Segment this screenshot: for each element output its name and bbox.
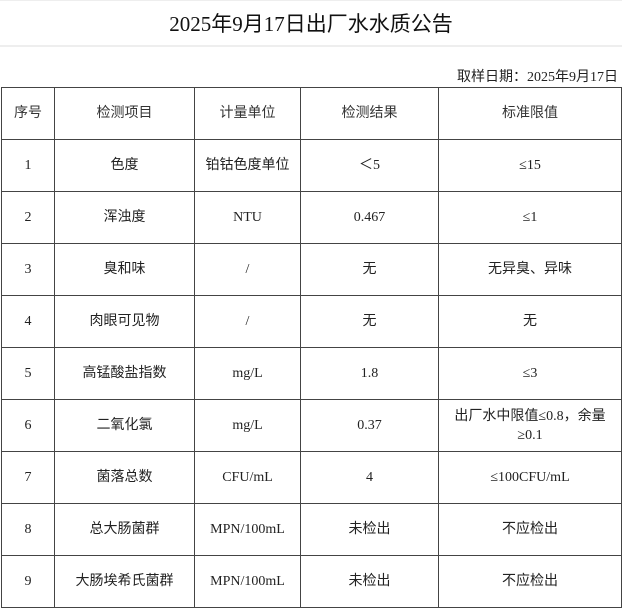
- standard-limit-cell: 无: [438, 295, 622, 348]
- test-item-cell: 臭和味: [54, 243, 195, 296]
- unit-cell: NTU: [194, 191, 301, 244]
- standard-limit-cell: ≤3: [438, 347, 622, 400]
- row-number-cell: 2: [1, 191, 55, 244]
- row-number-cell: 6: [1, 399, 55, 452]
- column-header: 检测项目: [54, 87, 195, 140]
- table-row: 8 总大肠菌群 MPN/100mL 未检出 不应检出: [1, 503, 622, 556]
- row-number-cell: 5: [1, 347, 55, 400]
- test-item-cell: 色度: [54, 139, 195, 192]
- column-header: 计量单位: [194, 87, 301, 140]
- table-row: 6 二氧化氯 mg/L 0.37 出厂水中限值≤0.8，余量≥0.1: [1, 399, 622, 452]
- table-row: 4 肉眼可见物 / 无无: [1, 295, 622, 348]
- column-header: 标准限值: [438, 87, 622, 140]
- test-item-cell: 菌落总数: [54, 451, 195, 504]
- result-cell: ＜5: [300, 139, 439, 192]
- result-cell: 无: [300, 243, 439, 296]
- standard-limit-cell: 不应检出: [438, 503, 622, 556]
- standard-limit-cell: 不应检出: [438, 555, 622, 608]
- page-title: 2025年9月17日出厂水水质公告: [0, 0, 622, 47]
- standard-limit-cell: 无异臭、异味: [438, 243, 622, 296]
- column-header: 检测结果: [300, 87, 439, 140]
- row-number-cell: 4: [1, 295, 55, 348]
- result-cell: 未检出: [300, 503, 439, 556]
- table-row: 9 大肠埃希氏菌群 MPN/100mL 未检出 不应检出: [1, 555, 622, 608]
- unit-cell: 铂钴色度单位: [194, 139, 301, 192]
- water-quality-table: 序号 检测项目 计量单位 检测结果 标准限值 1 色度 铂钴色度单位 ＜5 ≤15 2 浑浊…: [1, 87, 622, 608]
- result-cell: 未检出: [300, 555, 439, 608]
- standard-limit-cell: ≤15: [438, 139, 622, 192]
- title-text: 2025年9月17日出厂水水质公告: [169, 12, 453, 36]
- result-cell: 无: [300, 295, 439, 348]
- result-cell: 0.467: [300, 191, 439, 244]
- row-number-cell: 9: [1, 555, 55, 608]
- standard-limit-cell: ≤100CFU/mL: [438, 451, 622, 504]
- sample-date: 取样日期：2025年9月17日: [457, 70, 618, 85]
- test-item-cell: 大肠埃希氏菌群: [54, 555, 195, 608]
- unit-cell: /: [194, 295, 301, 348]
- result-cell: 1.8: [300, 347, 439, 400]
- test-item-cell: 浑浊度: [54, 191, 195, 244]
- test-item-cell: 肉眼可见物: [54, 295, 195, 348]
- row-number-cell: 1: [1, 139, 55, 192]
- test-item-cell: 二氧化氯: [54, 399, 195, 452]
- result-cell: 4: [300, 451, 439, 504]
- table-row: 7 菌落总数 CFU/mL 4 ≤100CFU/mL: [1, 451, 622, 504]
- standard-limit-cell: ≤1: [438, 191, 622, 244]
- row-number-cell: 3: [1, 243, 55, 296]
- table-header-row: 序号 检测项目 计量单位 检测结果 标准限值: [1, 87, 622, 140]
- table-row: 2 浑浊度 NTU 0.467 ≤1: [1, 191, 622, 244]
- unit-cell: CFU/mL: [194, 451, 301, 504]
- unit-cell: /: [194, 243, 301, 296]
- row-number-cell: 7: [1, 451, 55, 504]
- table-row: 3 臭和味 / 无无异臭、异味: [1, 243, 622, 296]
- row-number-cell: 8: [1, 503, 55, 556]
- test-item-cell: 总大肠菌群: [54, 503, 195, 556]
- column-header: 序号: [1, 87, 55, 140]
- table-row: 1 色度 铂钴色度单位 ＜5 ≤15: [1, 139, 622, 192]
- table-row: 5 高锰酸盐指数 mg/L 1.8 ≤3: [1, 347, 622, 400]
- result-cell: 0.37: [300, 399, 439, 452]
- unit-cell: mg/L: [194, 399, 301, 452]
- unit-cell: MPN/100mL: [194, 503, 301, 556]
- standard-limit-cell: 出厂水中限值≤0.8，余量≥0.1: [438, 399, 622, 452]
- test-item-cell: 高锰酸盐指数: [54, 347, 195, 400]
- unit-cell: MPN/100mL: [194, 555, 301, 608]
- unit-cell: mg/L: [194, 347, 301, 400]
